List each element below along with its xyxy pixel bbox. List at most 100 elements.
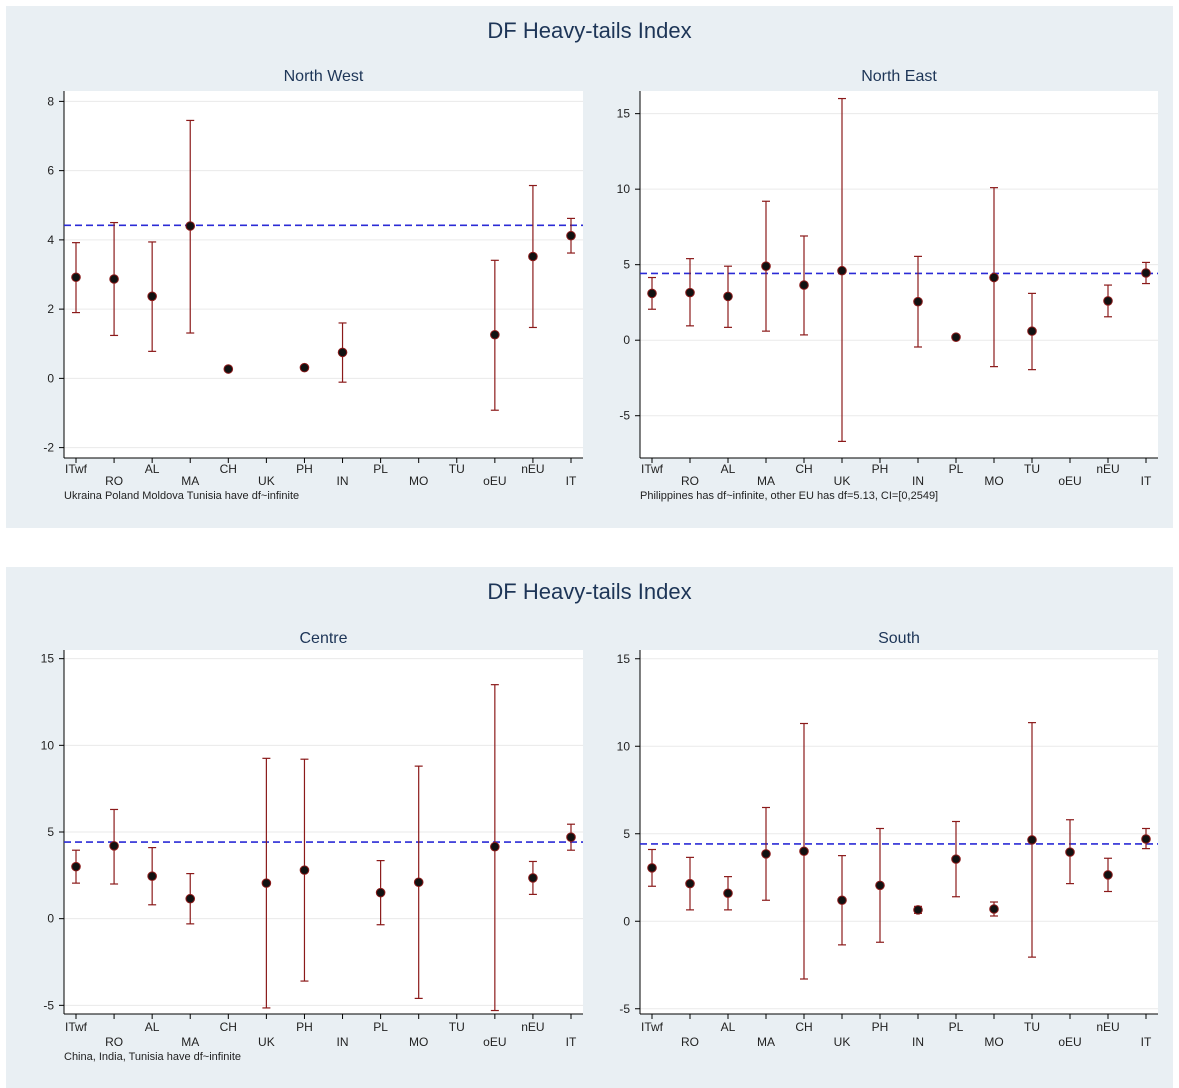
x-tick-label: RO	[681, 474, 699, 488]
chart-note: China, India, Tunisia have df~infinite	[64, 1051, 241, 1063]
chart-pair-bottom: Centre -5 0 5 10 15 ITwf RO AL MA CH UK PH IN PL MO TU oE…	[41, 630, 1158, 1063]
x-tick-label: PL	[949, 462, 964, 476]
x-tick-label: nEU	[1096, 462, 1119, 476]
y-tick-label: 8	[47, 94, 54, 108]
data-point-RO	[685, 287, 695, 298]
y-tick-label: -5	[43, 998, 54, 1012]
x-tick-label: MO	[984, 1035, 1003, 1049]
data-point-MA	[761, 849, 771, 859]
x-tick-label: ITwf	[65, 1020, 88, 1034]
data-point-AL	[723, 888, 733, 899]
x-tick-label: TU	[1024, 462, 1040, 476]
data-point-IT	[1141, 268, 1151, 278]
x-tick-label: CH	[220, 1020, 237, 1034]
data-point-MO	[989, 904, 999, 914]
data-point-IT	[566, 832, 576, 843]
x-tick-label: AL	[721, 462, 736, 476]
y-tick-label: -2	[43, 441, 54, 455]
y-tick-label: 10	[41, 738, 55, 752]
data-point-MA	[761, 261, 771, 271]
data-point-MO	[989, 272, 999, 283]
data-point-IT	[1141, 834, 1151, 844]
y-tick-label: 0	[47, 371, 54, 385]
y-tick-label: -5	[619, 409, 630, 423]
chart-pair-top: North West -2 0 2 4 6 8 ITwf RO AL MA CH UK PH IN PL MO T…	[43, 68, 1158, 502]
data-point-PH	[875, 880, 885, 891]
x-tick-label: IT	[1141, 474, 1152, 488]
x-tick-label: PL	[949, 1020, 964, 1034]
data-point-MA	[185, 893, 196, 904]
x-tick-label: PH	[872, 1020, 889, 1034]
y-tick-label: 15	[41, 652, 55, 666]
x-tick-label: ITwf	[641, 462, 664, 476]
x-tick-label: oEU	[1058, 474, 1081, 488]
y-tick-label: 10	[617, 182, 631, 196]
data-point-TU	[1027, 326, 1037, 336]
data-point-TU	[1027, 835, 1037, 845]
x-tick-label: MA	[181, 1035, 199, 1049]
data-point-ITwf	[71, 272, 81, 283]
y-tick-label: 10	[617, 739, 631, 753]
data-point-ITwf	[647, 288, 657, 299]
data-point-PH	[299, 362, 310, 373]
data-point-CH	[799, 280, 809, 290]
x-tick-label: nEU	[1096, 1020, 1119, 1034]
x-tick-label: UK	[258, 1035, 275, 1049]
x-tick-label: PH	[296, 1020, 313, 1034]
data-point-IN	[913, 296, 923, 307]
data-point-PH	[299, 865, 310, 875]
panel-title: DF Heavy-tails Index	[487, 18, 692, 43]
x-tick-label: ITwf	[641, 1020, 664, 1034]
data-point-RO	[685, 878, 695, 889]
y-tick-label: 5	[623, 258, 630, 272]
data-point-PL	[951, 854, 961, 864]
data-point-IT	[566, 230, 576, 241]
chart-subtitle: South	[878, 630, 920, 647]
y-tick-label: 15	[617, 652, 631, 666]
data-point-oEU	[490, 841, 500, 852]
data-point-MA	[185, 221, 196, 231]
data-point-UK	[261, 878, 272, 888]
x-tick-label: CH	[795, 1020, 812, 1034]
x-tick-label: PL	[373, 462, 388, 476]
x-tick-label: MA	[757, 1035, 775, 1049]
x-tick-label: MO	[409, 1035, 428, 1049]
x-tick-label: IN	[912, 1035, 924, 1049]
y-tick-label: 5	[47, 825, 54, 839]
data-point-oEU	[490, 329, 500, 340]
x-tick-label: RO	[681, 1035, 699, 1049]
chart-north-west: North West -2 0 2 4 6 8 ITwf RO AL MA CH UK PH IN PL MO T…	[43, 68, 583, 502]
x-tick-label: nEU	[521, 462, 544, 476]
x-tick-label: PH	[296, 462, 313, 476]
x-tick-label: IT	[566, 474, 577, 488]
data-point-CH	[799, 846, 809, 857]
x-tick-label: AL	[721, 1020, 736, 1034]
data-point-AL	[723, 291, 733, 302]
data-point-nEU	[528, 873, 538, 883]
chart-subtitle: Centre	[299, 630, 347, 647]
x-tick-label: TU	[1024, 1020, 1040, 1034]
data-point-nEU	[528, 251, 538, 262]
x-tick-label: TU	[449, 462, 465, 476]
x-tick-label: MO	[984, 474, 1003, 488]
x-tick-label: MO	[409, 474, 428, 488]
chart-centre: Centre -5 0 5 10 15 ITwf RO AL MA CH UK PH IN PL MO TU oE…	[41, 630, 583, 1063]
x-tick-label: oEU	[483, 474, 506, 488]
y-tick-label: 0	[623, 914, 630, 928]
x-tick-label: nEU	[521, 1020, 544, 1034]
chart-note: Philippines has df~infinite, other EU ha…	[640, 490, 938, 502]
chart-panel-bottom: DF Heavy-tails Index Centre -5 0 5 10 15 ITwf R…	[6, 567, 1173, 1088]
data-point-nEU	[1103, 296, 1113, 306]
data-point-AL	[147, 291, 157, 302]
y-tick-label: 0	[623, 333, 630, 347]
chart-note: Ukraina Poland Moldova Tunisia have df~i…	[64, 490, 299, 502]
y-tick-label: -5	[619, 1002, 630, 1016]
x-tick-label: PL	[373, 1020, 388, 1034]
chart-panel-top: DF Heavy-tails Index North West -2 0 2 4 6 8 IT…	[6, 6, 1173, 528]
data-point-UK	[837, 265, 847, 276]
y-tick-label: 2	[47, 302, 54, 316]
x-tick-label: UK	[834, 474, 851, 488]
x-tick-label: AL	[145, 1020, 160, 1034]
data-point-UK	[837, 895, 847, 906]
data-point-IN	[913, 905, 923, 915]
